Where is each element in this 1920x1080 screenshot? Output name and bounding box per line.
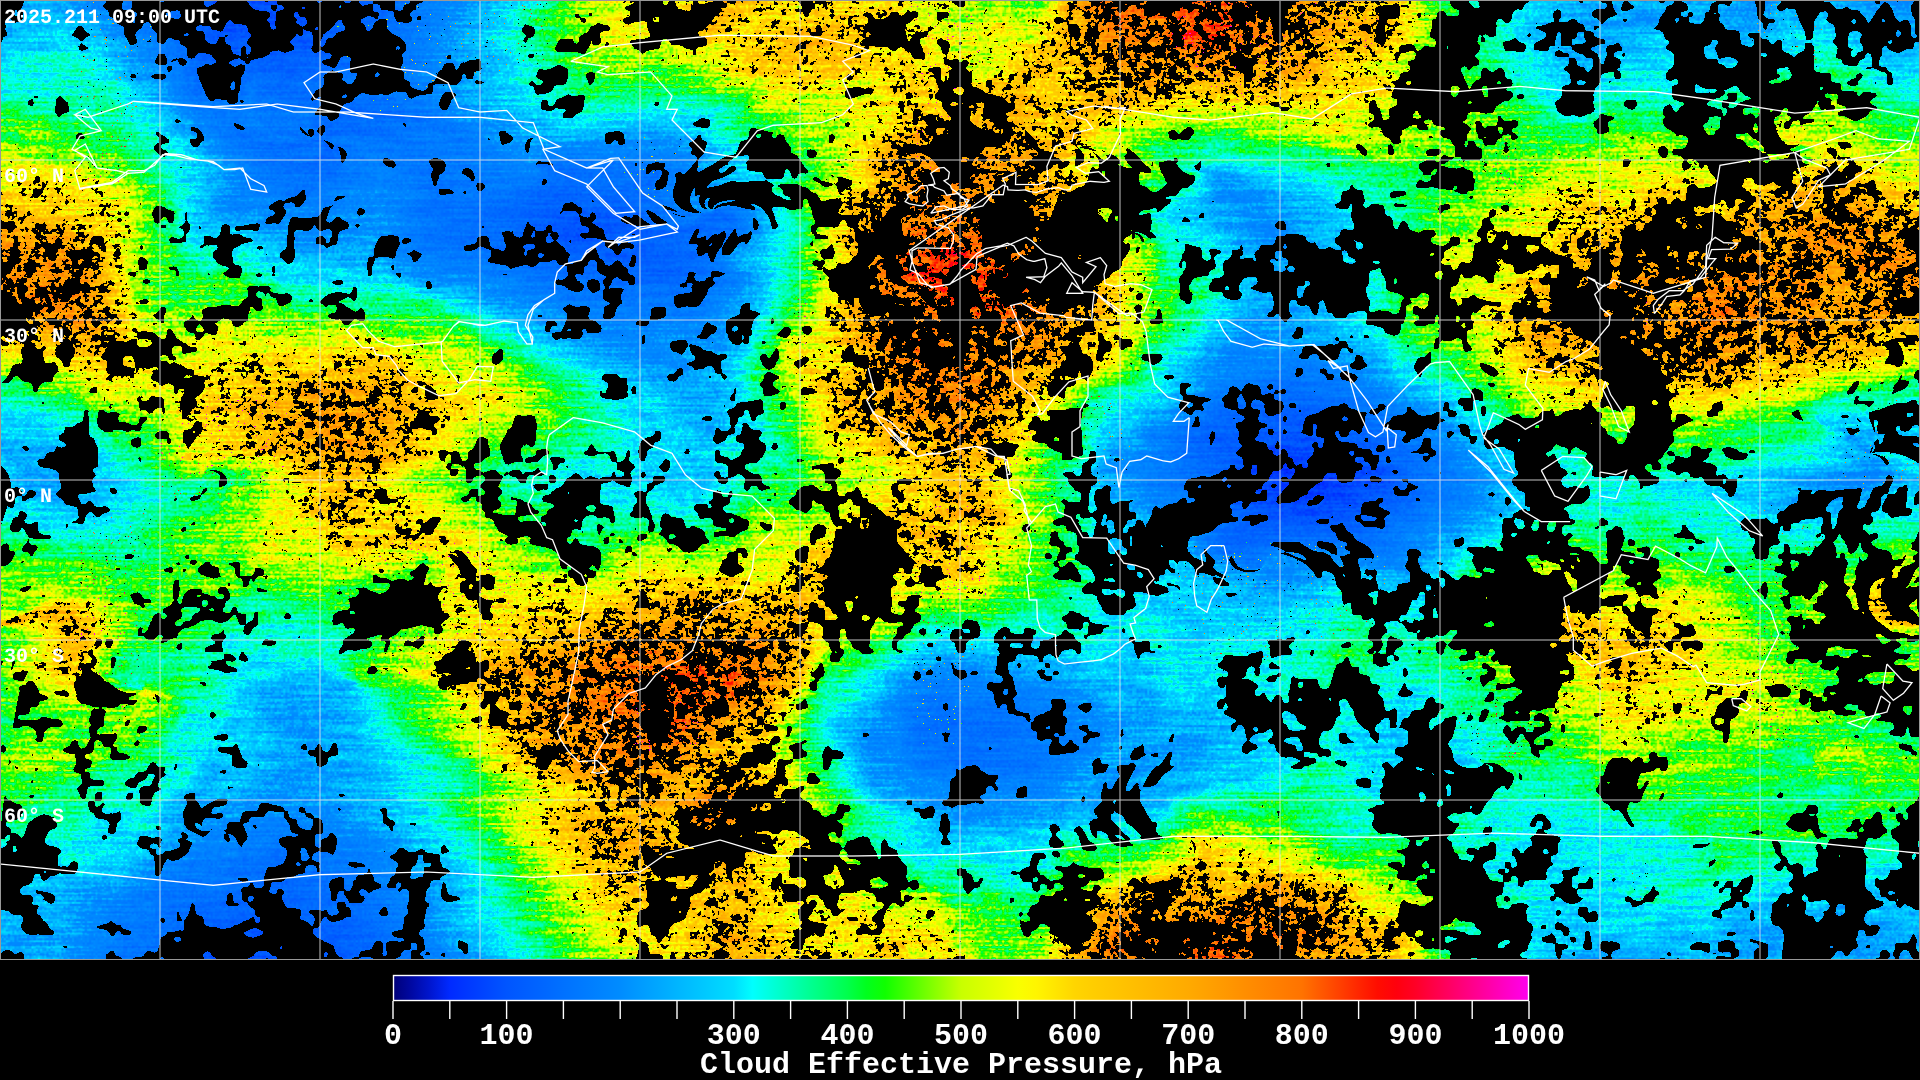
- svg-text:2025.211 09:00 UTC: 2025.211 09:00 UTC: [4, 7, 220, 30]
- svg-text:30° S: 30° S: [4, 646, 64, 669]
- svg-text:30° N: 30° N: [4, 326, 64, 349]
- svg-text:60° S: 60° S: [4, 806, 64, 829]
- svg-text:0° N: 0° N: [4, 486, 52, 509]
- svg-text:60° N: 60° N: [4, 166, 64, 189]
